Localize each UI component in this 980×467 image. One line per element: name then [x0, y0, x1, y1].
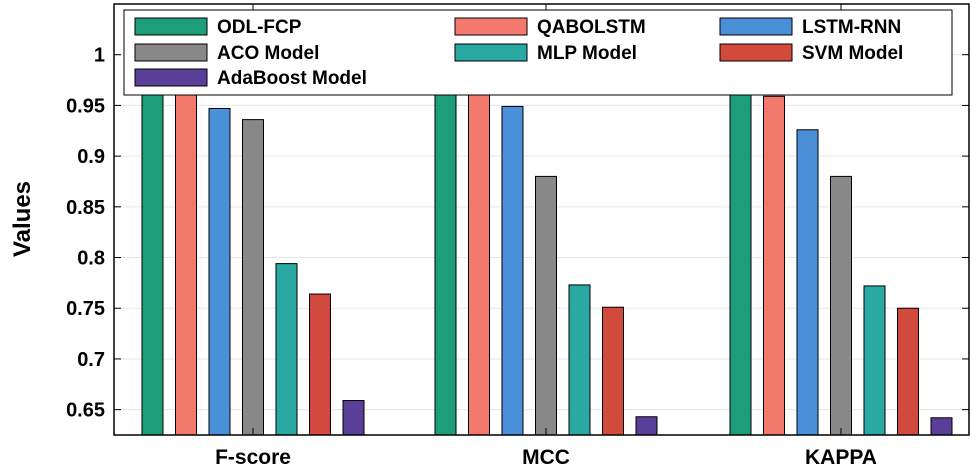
legend-label: SVM Model — [802, 43, 903, 64]
y-tick-label: 0.95 — [66, 95, 105, 117]
legend-swatch — [454, 43, 528, 62]
y-tick-label: 0.65 — [66, 400, 105, 422]
bar-odl-fcp-f-score — [141, 81, 164, 436]
bar-adaboost-model-f-score — [342, 400, 365, 436]
bar-mlp-model-f-score — [275, 263, 298, 436]
bar-adaboost-model-kappa — [930, 417, 953, 436]
x-axis-categories: F-score MCC KAPPA — [215, 4, 877, 467]
y-tick-label: 1 — [94, 45, 105, 67]
bar-adaboost-model-mcc — [635, 416, 658, 436]
legend: ODL-FCP QABOLSTM LSTM-RNN ACO Model MLP Mode… — [123, 9, 953, 96]
bar-odl-fcp-kappa — [729, 91, 752, 436]
bar-svm-model-mcc — [602, 306, 624, 436]
legend-box — [123, 9, 953, 96]
legend-swatch — [134, 17, 208, 36]
bar-qabolstm-kappa — [763, 95, 785, 436]
legend-label: MLP Model — [537, 43, 637, 64]
bar-svm-model-f-score — [309, 293, 331, 436]
y-tick-label: 0.85 — [66, 197, 105, 219]
legend-swatch — [719, 43, 793, 62]
bar-svm-model-kappa — [897, 307, 919, 436]
legend-label: ACO Model — [217, 43, 319, 64]
bar-odl-fcp-mcc — [434, 77, 457, 436]
bar-lstm-rnn-kappa — [796, 129, 819, 436]
legend-swatch — [134, 43, 208, 62]
bar-aco-model-mcc — [535, 175, 557, 436]
bars — [141, 77, 953, 436]
legend-label: QABOLSTM — [537, 17, 646, 38]
legend-swatch — [454, 17, 528, 36]
x-category-label: KAPPA — [805, 446, 877, 467]
legend-label: LSTM-RNN — [802, 17, 901, 38]
bar-mlp-model-mcc — [568, 284, 591, 436]
x-category-label: F-score — [215, 446, 291, 467]
y-tick-label: 0.75 — [66, 298, 105, 320]
bar-lstm-rnn-f-score — [208, 107, 231, 436]
bar-qabolstm-f-score — [175, 93, 197, 436]
legend-swatch — [719, 17, 793, 36]
legend-label: ODL-FCP — [217, 17, 302, 38]
bar-lstm-rnn-mcc — [501, 105, 524, 436]
legend-label: AdaBoost Model — [217, 68, 367, 89]
y-axis-ticks: 0.65 0.7 0.75 0.8 0.85 0.9 0.95 1 — [66, 45, 969, 422]
x-category-label: MCC — [522, 446, 570, 467]
bar-aco-model-kappa — [830, 175, 852, 436]
bar-mlp-model-kappa — [863, 285, 886, 436]
bar-aco-model-f-score — [242, 119, 264, 436]
legend-swatch — [134, 68, 208, 87]
y-tick-label: 0.9 — [77, 146, 105, 168]
plot-frame — [113, 3, 970, 436]
y-tick-label: 0.7 — [77, 349, 105, 371]
y-axis-title: Values — [9, 181, 36, 257]
y-tick-label: 0.8 — [77, 248, 105, 270]
bar-qabolstm-mcc — [468, 85, 490, 436]
